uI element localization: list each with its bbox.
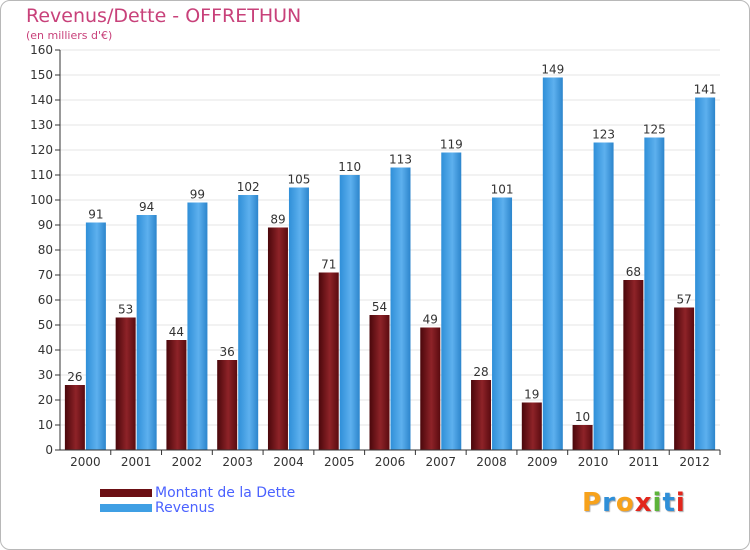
- bar-revenus: [288, 187, 309, 450]
- data-label-dette: 53: [118, 303, 133, 317]
- data-label-revenus: 113: [389, 153, 412, 167]
- legend-label-dette: Montant de la Dette: [155, 485, 296, 501]
- x-tick-label: 2006: [375, 455, 406, 469]
- chart-title: Revenus/Dette - OFFRETHUN: [26, 5, 302, 27]
- bar-revenus: [339, 175, 360, 450]
- legend-swatch-revenus: [100, 504, 152, 512]
- y-tick-label: 140: [30, 93, 53, 107]
- bar-revenus: [441, 152, 462, 450]
- data-label-revenus: 94: [139, 200, 154, 214]
- legend-swatch-dette: [100, 489, 152, 497]
- data-label-dette: 89: [270, 213, 285, 227]
- x-tick-label: 2003: [222, 455, 253, 469]
- y-tick-label: 10: [38, 418, 53, 432]
- x-tick-label: 2004: [273, 455, 304, 469]
- legend-label-revenus: Revenus: [155, 500, 215, 516]
- y-tick-label: 70: [38, 268, 53, 282]
- data-label-revenus: 91: [88, 208, 103, 222]
- bar-dette: [623, 280, 644, 450]
- data-label-revenus: 101: [491, 183, 514, 197]
- bar-dette: [115, 317, 136, 450]
- x-tick-label: 2009: [527, 455, 558, 469]
- bar-revenus: [644, 137, 665, 450]
- data-label-revenus: 141: [694, 83, 717, 97]
- y-tick-label: 130: [30, 118, 53, 132]
- y-tick-label: 120: [30, 143, 53, 157]
- data-label-dette: 57: [676, 293, 691, 307]
- bar-dette: [674, 307, 695, 450]
- bar-dette: [217, 360, 238, 450]
- y-tick-label: 150: [30, 68, 53, 82]
- y-tick-label: 100: [30, 193, 53, 207]
- bar-revenus: [542, 77, 563, 450]
- data-label-dette: 36: [220, 345, 235, 359]
- data-label-revenus: 119: [440, 138, 463, 152]
- x-tick-label: 2010: [578, 455, 609, 469]
- y-tick-label: 160: [30, 43, 53, 57]
- bar-dette: [166, 340, 187, 450]
- x-tick-label: 2012: [679, 455, 710, 469]
- x-tick-label: 2005: [324, 455, 355, 469]
- y-tick-label: 40: [38, 343, 53, 357]
- data-label-dette: 54: [372, 300, 387, 314]
- bar-revenus: [85, 222, 106, 450]
- data-label-revenus: 99: [190, 188, 205, 202]
- y-tick-label: 90: [38, 218, 53, 232]
- bar-revenus: [187, 202, 208, 450]
- data-label-revenus: 110: [338, 160, 361, 174]
- x-tick-label: 2007: [425, 455, 456, 469]
- data-label-dette: 26: [67, 370, 82, 384]
- proxiti-logo: Proxiti: [582, 488, 686, 518]
- bar-revenus: [695, 97, 716, 450]
- data-label-dette: 19: [524, 388, 539, 402]
- y-tick-label: 20: [38, 393, 53, 407]
- bar-revenus: [390, 167, 411, 450]
- data-label-dette: 71: [321, 258, 336, 272]
- y-tick-label: 110: [30, 168, 53, 182]
- bar-revenus: [492, 197, 513, 450]
- bar-dette: [369, 315, 390, 450]
- bar-dette: [318, 272, 339, 450]
- data-label-revenus: 149: [541, 63, 564, 77]
- y-tick-label: 60: [38, 293, 53, 307]
- bar-dette: [521, 402, 542, 450]
- bar-dette: [420, 327, 441, 450]
- data-label-revenus: 105: [288, 173, 311, 187]
- grid: [60, 49, 720, 426]
- data-label-dette: 28: [473, 365, 488, 379]
- data-label-dette: 10: [575, 410, 590, 424]
- x-tick-label: 2000: [70, 455, 101, 469]
- y-tick-label: 50: [38, 318, 53, 332]
- y-tick-label: 0: [45, 443, 53, 457]
- x-tick-label: 2002: [172, 455, 203, 469]
- bar-revenus: [593, 142, 614, 450]
- bar-revenus: [238, 195, 259, 450]
- y-tick-label: 30: [38, 368, 53, 382]
- data-label-dette: 68: [626, 265, 641, 279]
- x-tick-label: 2001: [121, 455, 152, 469]
- chart-subtitle: (en milliers d'€): [26, 29, 113, 42]
- axes: 0 10 20 30 40 50 60 70 80 90 100 110 120 130 140 150 160…: [30, 43, 721, 469]
- bar-dette: [471, 380, 492, 450]
- data-label-revenus: 125: [643, 123, 666, 137]
- bar-dette: [267, 227, 288, 450]
- data-label-dette: 44: [169, 325, 184, 339]
- bar-dette: [572, 425, 593, 450]
- x-tick-label: 2008: [476, 455, 507, 469]
- bar-dette: [64, 385, 85, 450]
- bars: 26 91 53 94 44 99 36 102 89 105 71 110 54 113 49 119 28 1…: [64, 63, 717, 450]
- data-label-revenus: 102: [237, 180, 260, 194]
- data-label-revenus: 123: [592, 128, 615, 142]
- x-tick-label: 2011: [629, 455, 660, 469]
- y-tick-label: 80: [38, 243, 53, 257]
- data-label-dette: 49: [423, 313, 438, 327]
- bar-revenus: [136, 215, 157, 450]
